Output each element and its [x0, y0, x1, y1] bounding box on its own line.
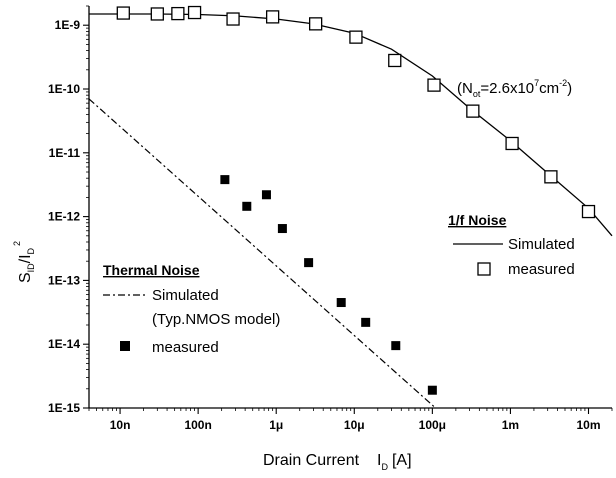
x-axis-title-var-sub: D — [381, 462, 388, 472]
x-tick-label: 10μ — [344, 418, 365, 432]
y-axis-title-slash: /I — [17, 254, 34, 263]
legend-thermal-model: (Typ.NMOS model) — [152, 311, 280, 328]
legend-thermal-simulated: Simulated — [152, 287, 219, 304]
x-tick-label: 10m — [576, 418, 600, 432]
x-tick-label: 1m — [502, 418, 519, 432]
x-axis-title-unit: [A] — [392, 452, 412, 469]
legend-thermal-title: Thermal Noise — [103, 262, 200, 278]
flicker-measured-point — [116, 6, 130, 20]
thermal-measured-point — [261, 190, 271, 200]
flicker-measured-point — [544, 170, 558, 184]
x-axis-ticks: 10n 100n 1μ 10μ 100μ 1m 10m — [88, 408, 613, 432]
annotation-close: ) — [567, 80, 572, 97]
flicker-measured-point — [466, 104, 480, 118]
x-tick-label: 100μ — [419, 418, 446, 432]
annotation-mid: =2.6x10 — [480, 80, 534, 97]
thermal-measured-point — [361, 317, 371, 327]
y-tick-label: 1E-9 — [55, 18, 81, 32]
flicker-measured-point — [349, 30, 363, 44]
annotation-unit: cm — [539, 80, 559, 97]
x-tick-label: 10n — [110, 418, 131, 432]
y-axis-title-i-sub: D — [26, 247, 36, 254]
thermal-measured-point — [427, 385, 437, 395]
y-axis-title: SID/ID2 — [12, 241, 36, 283]
flicker-measured-point — [150, 7, 164, 21]
x-tick-label: 100n — [184, 418, 211, 432]
legend-thermal-square-swatch — [120, 341, 130, 351]
y-axis-ticks: 1E-9 1E-10 1E-11 1E-12 1E-13 1E-14 1E-15 — [48, 5, 89, 415]
y-tick-label: 1E-12 — [48, 210, 80, 224]
annotation-open: (N — [457, 80, 473, 97]
x-axis-title-main: Drain Current — [263, 452, 360, 469]
y-axis-title-s: S — [17, 272, 34, 283]
thermal-simulated-line — [88, 98, 436, 409]
not-annotation: (Not=2.6x107cm-2) — [457, 78, 572, 99]
y-tick-label: 1E-11 — [49, 146, 81, 160]
flicker-measured-point — [171, 6, 185, 21]
thermal-measured-point — [391, 341, 401, 351]
series-layer — [88, 5, 613, 409]
annotation-sub: ot — [473, 89, 481, 99]
thermal-measured-point — [304, 258, 314, 268]
legend-flicker: 1/f Noise Simulated measured — [448, 212, 575, 278]
x-tick-label: 1μ — [269, 418, 283, 432]
y-axis-title-s-sub: ID — [26, 263, 36, 273]
y-tick-label: 1E-10 — [48, 82, 80, 96]
flicker-simulated-line — [89, 13, 613, 237]
flicker-measured-point — [505, 136, 519, 151]
flicker-measured-point — [427, 78, 441, 92]
flicker-measured-point — [265, 10, 280, 24]
legend-flicker-square-swatch — [477, 262, 491, 276]
annotation-sup1: 7 — [534, 78, 539, 88]
annotation-sup2: -2 — [559, 78, 567, 88]
thermal-measured-point — [242, 201, 252, 211]
legend-flicker-simulated: Simulated — [508, 236, 575, 253]
flicker-measured-point — [226, 12, 240, 26]
flicker-measured-point — [388, 53, 402, 68]
legend-thermal: Thermal Noise Simulated (Typ.NMOS model)… — [103, 262, 280, 356]
flicker-measured-point — [581, 204, 596, 219]
legend-flicker-title: 1/f Noise — [448, 212, 507, 228]
thermal-measured-point — [220, 175, 230, 185]
y-tick-label: 1E-14 — [48, 337, 80, 351]
x-axis-title-var: I — [377, 452, 381, 469]
flicker-measured-point — [187, 5, 202, 20]
y-axis-title-sup: 2 — [12, 241, 22, 246]
flicker-measured-point — [308, 17, 323, 31]
legend-thermal-measured: measured — [152, 339, 219, 356]
y-tick-label: 1E-15 — [48, 401, 80, 415]
thermal-measured-point — [336, 298, 346, 308]
legend-flicker-measured: measured — [508, 261, 575, 278]
thermal-measured-point — [277, 224, 287, 234]
y-tick-label: 1E-13 — [48, 273, 80, 287]
x-axis-title: Drain Current ID [A] — [263, 452, 412, 472]
